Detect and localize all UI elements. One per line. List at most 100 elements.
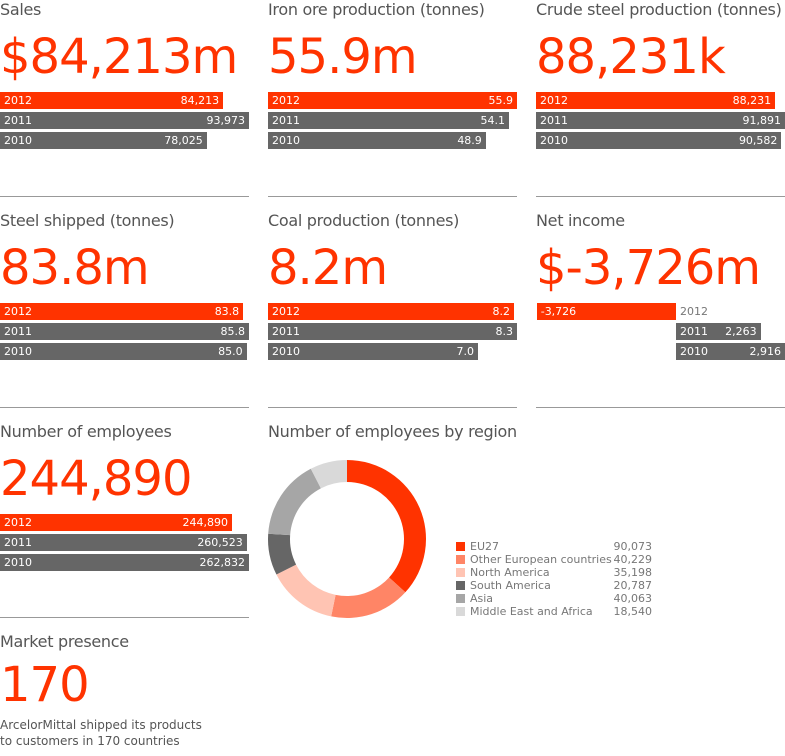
bar-year: 2012 [4,305,32,318]
bar-year: 2010 [272,134,300,147]
kpi-panel: Number of employees 244,890 2012 244,890 2… [0,422,249,574]
bar-value: 8.2 [492,305,511,318]
legend-swatch [456,555,465,564]
legend-value: 40,063 [613,592,653,605]
market-headline: 170 [0,657,90,713]
divider [0,196,249,197]
bar-year: 2011 [272,325,300,338]
bar-year: 2012 [272,305,300,318]
bar-value: 85.8 [220,325,246,338]
legend-item: EU27 90,073 [456,540,652,553]
bar-year: 2010 [4,345,32,358]
legend-swatch [456,568,465,577]
legend-label: Middle East and Africa [470,605,593,618]
bar-year: 2012 [4,516,32,529]
bar-2012: 2012 244,890 [0,514,232,531]
bar-2012: 2012 88,231 [536,92,776,109]
headline-value: 88,231k [536,29,726,85]
bar-2011: 2011 8.3 [268,323,517,340]
legend-label: Asia [470,592,494,605]
headline-value: $-3,726m [536,240,761,296]
donut-slice-eu27 [347,460,426,593]
panel-title: Net income [536,211,625,230]
donut-chart [268,460,426,618]
legend-value: 18,540 [613,605,653,618]
divider [536,196,785,197]
bar-value: 48.9 [457,134,482,147]
bar-year: 2011 [4,325,32,338]
donut-title: Number of employees by region [268,422,517,441]
bar-2011: 2011 2,263 [676,323,761,340]
bar-2012: -3,726 [536,303,676,320]
bar-group: 2012 8.2 2011 8.3 2010 7.0 [268,303,517,363]
bar-group: 2012 244,890 2011 260,523 2010 262,832 [0,514,249,574]
legend-item: South America 20,787 [456,579,652,592]
bar-2010: 2010 262,832 [0,554,249,571]
bar-2011: 2011 54.1 [268,112,509,129]
bar-year: 2011 [540,114,568,127]
legend-item: North America 35,198 [456,566,652,579]
bar-value: 262,832 [199,556,246,569]
bar-2010: 2010 2,916 [676,343,785,360]
market-presence-panel: Market presence 170 ArcelorMittal shippe… [0,632,249,749]
legend-label: EU27 [470,540,499,553]
bar-2010: 2010 78,025 [0,132,207,149]
bar-year: 2012 [540,94,568,107]
bar-value: 2,916 [749,345,782,358]
bar-year: 2010 [4,134,32,147]
bar-2012: 2012 83.8 [0,303,244,320]
kpi-panel: Iron ore production (tonnes) 55.9m 2012 5… [268,0,517,152]
bar-year: 2010 [680,345,708,358]
panel-title: Sales [0,0,42,19]
headline-value: 83.8m [0,240,150,296]
divider [0,617,249,618]
panel-title: Number of employees [0,422,172,441]
bar-year: 2011 [4,536,32,549]
kpi-panel: Steel shipped (tonnes) 83.8m 2012 83.8 201… [0,211,249,363]
bar-year: 2011 [680,325,708,338]
bar-value: 85.0 [218,345,243,358]
market-title: Market presence [0,632,129,651]
donut-slice-other-european-countries [331,577,406,618]
headline-value: $84,213m [0,29,238,85]
headline-value: 8.2m [268,240,388,296]
bar-label: -3,726 [540,305,577,318]
donut-legend: EU27 90,073 Other European countries 40,229… [456,540,652,618]
legend-label: Other European countries [470,553,612,566]
bar-value: 260,523 [197,536,243,549]
bar-group: 2012 88,231 2011 91,891 2010 90,582 [536,92,785,152]
legend-item: Middle East and Africa 18,540 [456,605,652,618]
kpi-panel: Net income $-3,726m 2012 -3,726 2011 2,263 2… [536,211,785,363]
legend-swatch [456,542,465,551]
bar-2011: 2011 260,523 [0,534,247,551]
bar-2010: 2010 90,582 [536,132,782,149]
kpi-panel: Crude steel production (tonnes) 88,231k … [536,0,785,152]
legend-item: Asia 40,063 [456,592,652,605]
kpi-panel: Coal production (tonnes) 8.2m 2012 8.2 201… [268,211,517,363]
headline-value: 55.9m [268,29,418,85]
bar-value: 8.3 [495,325,514,338]
bar-value: 7.0 [456,345,475,358]
bar-group: 2012 55.9 2011 54.1 2010 48.9 [268,92,517,152]
divider [268,196,517,197]
bar-value: 93,973 [206,114,246,127]
panel-title: Steel shipped (tonnes) [0,211,175,230]
donut-slice-south-america [268,533,297,575]
divider [0,407,249,408]
bar-year: 2010 [540,134,568,147]
bar-year: 2012 [272,94,300,107]
legend-value: 20,787 [613,579,653,592]
bar-value: 2,263 [725,325,757,338]
bar-value: 84,213 [180,94,220,107]
legend-value: 40,229 [613,553,653,566]
legend-label: South America [470,579,551,592]
legend-swatch [456,594,465,603]
bar-group: 2012 83.8 2011 85.8 2010 85.0 [0,303,249,363]
donut-slice-north-america [276,564,336,617]
legend-item: Other European countries 40,229 [456,553,652,566]
panel-title: Crude steel production (tonnes) [536,0,782,19]
bar-value: 55.9 [488,94,514,107]
bar-value: 78,025 [164,134,203,147]
market-note: ArcelorMittal shipped its products to cus… [0,718,202,748]
bar-group: 2012 -3,726 2011 2,263 2010 2,916 [536,303,785,363]
